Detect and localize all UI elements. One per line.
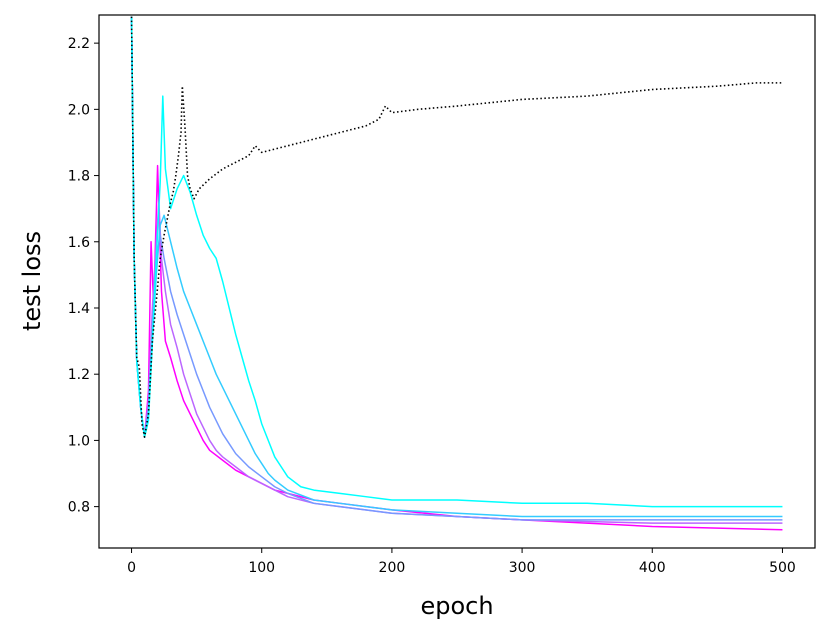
x-tick-label: 400: [639, 560, 666, 576]
plot-frame: [98, 14, 816, 549]
series-layer: [130, 16, 783, 531]
y-tick-label: 1.8: [68, 169, 90, 185]
x-axis: 0 100 200 300 400 500: [127, 548, 796, 576]
x-tick-label: 300: [509, 560, 536, 576]
x-tick-label: 100: [248, 560, 275, 576]
y-axis: 0.8 1.0 1.2 1.4 1.6 1.8 2.0 2.2: [68, 36, 99, 516]
series-line-3: [130, 16, 783, 521]
x-tick-label: 500: [769, 560, 796, 576]
series-line-0: [130, 16, 783, 438]
y-tick-label: 1.2: [68, 367, 90, 383]
x-tick-label: 0: [127, 560, 136, 576]
y-tick-label: 2.0: [68, 102, 90, 118]
x-tick-label: 200: [379, 560, 406, 576]
series-line-2: [130, 16, 783, 518]
series-line-5: [130, 16, 783, 531]
y-tick-label: 0.8: [68, 500, 90, 516]
y-tick-label: 1.4: [68, 301, 90, 317]
series-line-1: [130, 16, 783, 508]
y-axis-label: test loss: [18, 231, 46, 331]
y-tick-label: 2.2: [68, 36, 90, 52]
series-line-4: [130, 16, 783, 524]
y-tick-label: 1.0: [68, 433, 90, 449]
y-tick-label: 1.6: [68, 235, 90, 251]
x-axis-label: epoch: [420, 592, 493, 620]
